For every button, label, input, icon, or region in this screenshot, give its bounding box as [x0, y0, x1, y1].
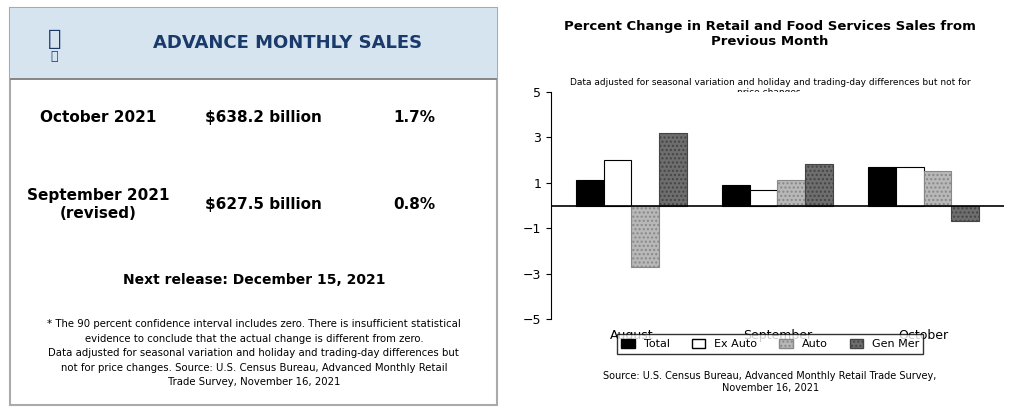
Text: $627.5 billion: $627.5 billion [205, 197, 322, 212]
Text: ⏰: ⏰ [50, 50, 57, 63]
Text: Data adjusted for seasonal variation and holiday and trading-day differences but: Data adjusted for seasonal variation and… [570, 78, 971, 97]
Text: 0.8%: 0.8% [393, 197, 435, 212]
Text: Source: U.S. Census Bureau, Advanced Monthly Retail Trade Survey,
November 16, 2: Source: U.S. Census Bureau, Advanced Mon… [603, 371, 937, 393]
Text: Percent Change in Retail and Food Services Sales from
Previous Month: Percent Change in Retail and Food Servic… [564, 20, 976, 48]
Text: $638.2 billion: $638.2 billion [205, 110, 322, 125]
Legend: Total, Ex Auto, Auto, Gen Mer: Total, Ex Auto, Auto, Gen Mer [616, 334, 924, 354]
Text: * The 90 percent confidence interval includes zero. There is insufficient statis: * The 90 percent confidence interval inc… [47, 319, 461, 387]
Bar [10, 78, 498, 80]
Text: ADVANCE MONTHLY SALES: ADVANCE MONTHLY SALES [154, 34, 423, 52]
Text: September 2021
(revised): September 2021 (revised) [27, 188, 169, 221]
Text: 🛒: 🛒 [47, 29, 60, 49]
Text: 1.7%: 1.7% [393, 110, 435, 125]
Text: Next release: December 15, 2021: Next release: December 15, 2021 [123, 273, 385, 287]
Text: October 2021: October 2021 [40, 110, 156, 125]
Bar [10, 8, 498, 78]
